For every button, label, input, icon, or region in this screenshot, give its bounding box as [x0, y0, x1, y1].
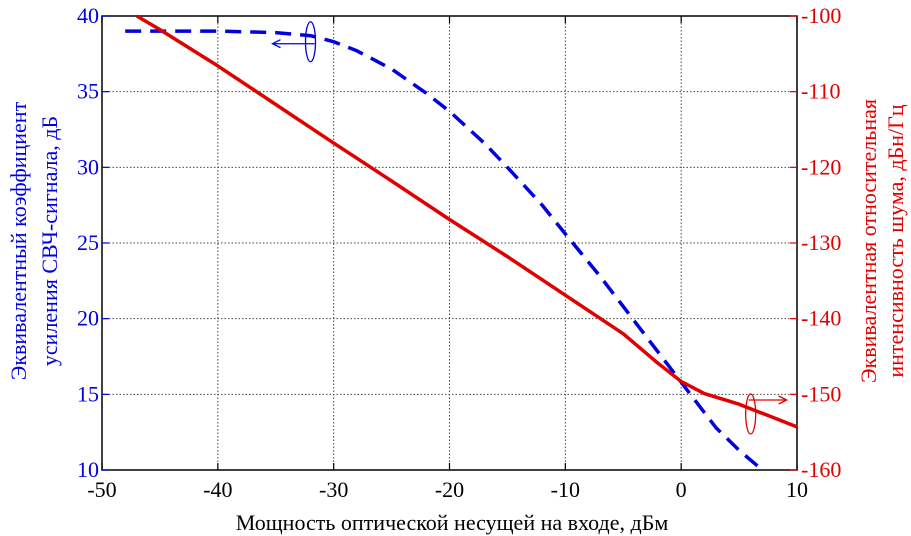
gain-axis-marker-ellipse — [304, 21, 317, 63]
gain-axis-marker-arrowhead — [271, 39, 281, 49]
y-right-tick-label: -110 — [801, 79, 841, 104]
y-left-tick-label: 25 — [77, 230, 99, 255]
y-left-tick-label: 30 — [77, 154, 99, 179]
y-right-tick-label: -100 — [801, 3, 841, 28]
y-left-tick-label: 10 — [77, 457, 99, 482]
gain-series-line — [125, 29, 764, 472]
noise-axis-marker-ellipse — [745, 393, 757, 435]
y-right-axis-title-line1: Эквивалентная относительная — [856, 99, 881, 383]
x-tick-label: 0 — [676, 477, 687, 502]
y-right-tick-label: -130 — [801, 230, 841, 255]
y-left-tick-label: 40 — [77, 3, 99, 28]
y-right-tick-label: -120 — [801, 154, 841, 179]
y-right-axis-title-line2: интенсивность шума, дБн/Гц — [883, 104, 908, 377]
y-right-tick-label: -150 — [801, 381, 841, 406]
grid — [102, 16, 797, 470]
y-left-tick-label: 35 — [77, 79, 99, 104]
x-axis-title: Мощность оптической несущей на входе, дБ… — [236, 510, 669, 535]
x-tick-label: -10 — [551, 477, 580, 502]
x-tick-label: -30 — [319, 477, 348, 502]
y-left-tick-labels: 10 15 20 25 30 35 40 — [77, 3, 99, 482]
y-right-tick-label: -160 — [801, 457, 841, 482]
y-left-tick-label: 20 — [77, 306, 99, 331]
x-tick-label: -50 — [87, 477, 116, 502]
x-tick-label: -40 — [203, 477, 232, 502]
series — [125, 14, 798, 472]
y-left-axis-title-line2: усиления СВЧ-сигнала, дБ — [37, 116, 62, 366]
x-tick-label: -20 — [435, 477, 464, 502]
y-right-tick-labels: -100 -110 -120 -130 -140 -150 -160 — [801, 3, 841, 482]
axis-markers — [271, 21, 789, 435]
ticks — [101, 15, 798, 471]
y-right-tick-label: -140 — [801, 306, 841, 331]
noise-series-line — [135, 14, 798, 429]
y-left-tick-label: 15 — [77, 381, 99, 406]
y-left-axis-title-line1: Эквивалентный коэффициент — [6, 101, 31, 380]
noise-axis-marker-arrowhead — [778, 395, 789, 405]
x-tick-labels: -50 -40 -30 -20 -10 0 10 — [87, 477, 808, 502]
x-tick-label: 10 — [786, 477, 808, 502]
